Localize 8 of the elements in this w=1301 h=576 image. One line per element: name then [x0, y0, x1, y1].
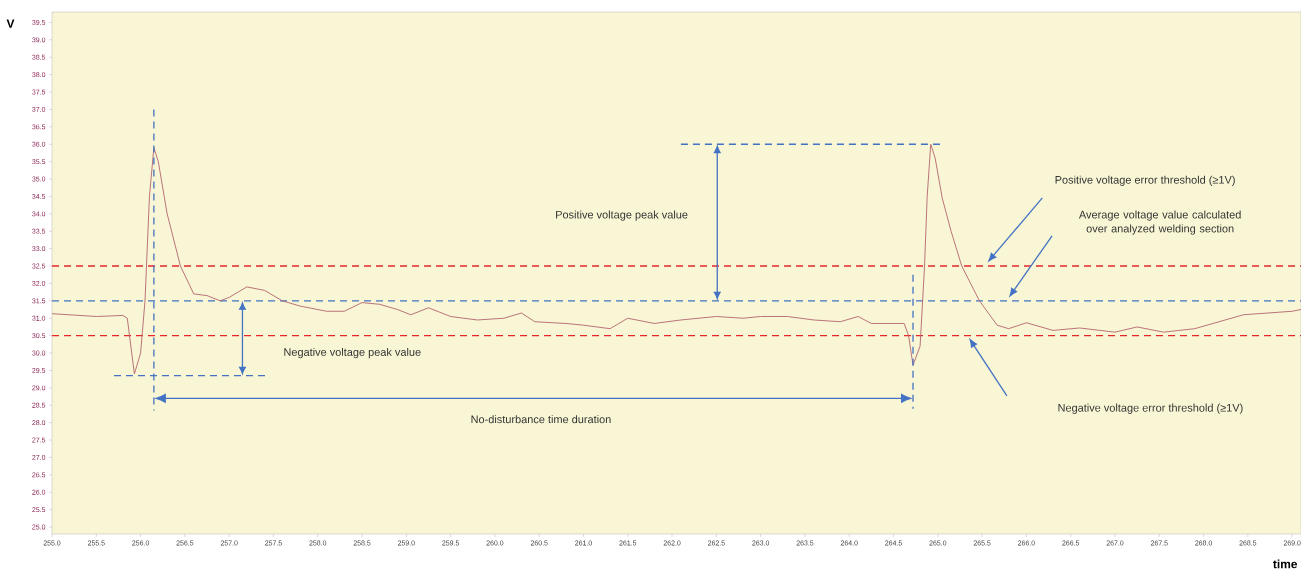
x-axis-title: time: [1273, 559, 1298, 569]
annotation: Negative voltage error threshold (≥1V): [1058, 403, 1243, 414]
annotation: Positive voltage error threshold (≥1V): [1055, 175, 1235, 186]
annotation: Negative voltage peak value: [284, 347, 421, 359]
y-axis-title: V: [6, 19, 15, 28]
annotation: No-disturbance time duration: [471, 415, 611, 424]
annotation: Positive voltage peak value: [556, 210, 688, 221]
annotation: Average voltage value calculated over analyzed welding section: [1078, 210, 1241, 235]
